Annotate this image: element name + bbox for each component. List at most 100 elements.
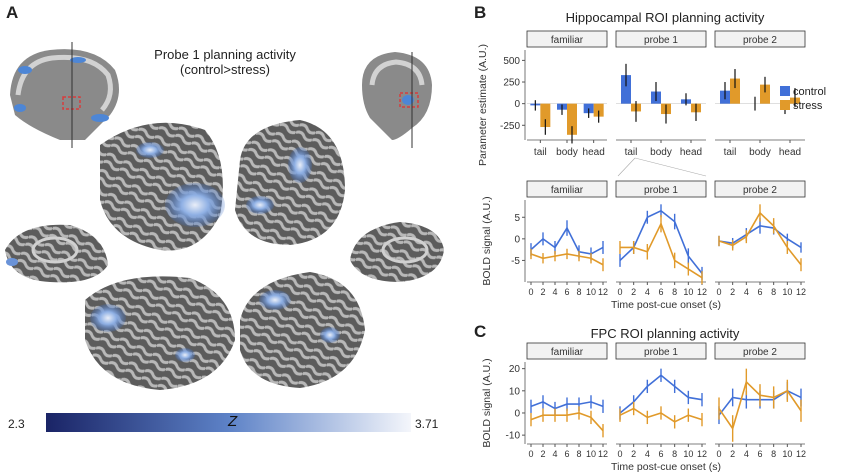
x-tick-label-0-head: head	[583, 147, 605, 158]
legend: control stress	[780, 85, 826, 113]
x-tick-label-0-body: body	[556, 147, 578, 158]
facet-label-0: familiar	[551, 35, 584, 46]
panel-a-letter: A	[6, 3, 19, 22]
facet-label-0: familiar	[551, 347, 584, 358]
facet-label-2: probe 2	[743, 347, 777, 358]
legend-item-control: control	[780, 85, 826, 99]
y-tick-label-0: -10	[506, 431, 521, 442]
x-tick-label-2-5: 10	[782, 449, 792, 459]
bar-stress-0-head	[593, 103, 604, 117]
z-colorbar	[46, 413, 411, 432]
bar-control-1-tail	[621, 75, 631, 104]
facet-label-1: probe 1	[644, 347, 678, 358]
x-tick-label-0-3: 6	[564, 287, 569, 297]
surface-right-lateral-top	[235, 120, 345, 245]
y-tick-label-1: 0	[514, 408, 520, 419]
x-tick-label-2-1: 2	[730, 287, 735, 297]
x-tick-label-1-0: 0	[617, 287, 622, 297]
hippocampal-bar-chart: familiar probe 1 probe 2 -250 0 250 500 Paramet…	[477, 30, 806, 177]
x-tick-label-0-4: 8	[576, 287, 581, 297]
facet-label-1: probe 1	[644, 35, 678, 46]
y-axis-label: BOLD signal (A.U.)	[481, 358, 493, 447]
x-tick-label-1-5: 10	[683, 287, 693, 297]
x-tick-label-2-2: 4	[744, 449, 749, 459]
y-tick-label-3: 20	[509, 364, 521, 375]
legend-label-stress: stress	[793, 100, 823, 112]
facet-label-1: probe 1	[644, 185, 678, 196]
hippocampal-bold-line-chart: familiar probe 1 probe 2 -5 0 5 BOLD signal (A…	[481, 180, 806, 311]
y-axis-label: Parameter estimate (A.U.)	[477, 44, 489, 166]
x-tick-label-2-3: 6	[757, 449, 762, 459]
x-tick-label-1-3: 6	[658, 449, 663, 459]
x-tick-label-1-6: 12	[697, 449, 707, 459]
facet-label-2: probe 2	[743, 185, 777, 196]
facet-strip-1	[615, 180, 707, 198]
x-tick-label-2-0: 0	[716, 449, 721, 459]
x-tick-label-2-6: 12	[796, 449, 806, 459]
x-tick-label-0-1: 2	[540, 449, 545, 459]
x-tick-label-2-5: 10	[782, 287, 792, 297]
x-tick-label-0-1: 2	[540, 287, 545, 297]
x-tick-label-0-6: 12	[598, 287, 608, 297]
legend-label-control: control	[793, 86, 827, 98]
x-axis-label: Time post-cue onset (s)	[611, 461, 721, 473]
x-tick-label-2-1: 2	[730, 449, 735, 459]
facet-label-2: probe 2	[743, 35, 777, 46]
x-axis-label: Time post-cue onset (s)	[611, 299, 721, 311]
facet-strip-0	[526, 30, 608, 48]
coronal-slice	[362, 52, 432, 148]
x-tick-label-1-body: body	[650, 147, 672, 158]
y-tick-label-0: -5	[511, 256, 520, 267]
facet-strip-2	[714, 342, 806, 360]
y-tick-label-1: 0	[514, 99, 520, 110]
x-tick-label-2-4: 8	[771, 287, 776, 297]
x-tick-label-0-4: 8	[576, 449, 581, 459]
y-tick-label-3: 500	[503, 56, 520, 67]
colorbar-symbol: Z	[228, 413, 238, 430]
surface-left-medial	[5, 224, 108, 283]
facet-label-0: familiar	[551, 185, 584, 196]
bar-stress-2-tail	[730, 78, 740, 104]
x-tick-label-2-2: 4	[744, 287, 749, 297]
x-tick-label-1-3: 6	[658, 287, 663, 297]
x-tick-label-1-2: 4	[645, 449, 650, 459]
x-tick-label-2-0: 0	[716, 287, 721, 297]
x-tick-label-2-head: head	[779, 147, 801, 158]
x-tick-label-1-1: 2	[631, 287, 636, 297]
x-tick-label-0-6: 12	[598, 449, 608, 459]
bar-stress-0-body	[567, 103, 577, 135]
x-tick-label-1-6: 12	[697, 287, 707, 297]
surface-left-lateral-bottom	[85, 276, 235, 390]
x-tick-label-1-2: 4	[645, 287, 650, 297]
x-tick-label-1-4: 8	[672, 287, 677, 297]
y-tick-label-2: 10	[509, 386, 521, 397]
x-tick-label-1-1: 2	[631, 449, 636, 459]
y-tick-label-2: 250	[503, 78, 520, 89]
x-tick-label-1-tail: tail	[625, 147, 638, 158]
panel-a-title-line1: Probe 1 planning activity	[154, 47, 296, 62]
x-tick-label-1-4: 8	[672, 449, 677, 459]
x-tick-label-0-3: 6	[564, 449, 569, 459]
colorbar-min-label: 2.3	[8, 417, 25, 431]
x-tick-label-2-tail: tail	[724, 147, 737, 158]
facet-strip-0	[526, 180, 608, 198]
x-tick-label-0-2: 4	[552, 449, 557, 459]
facet-strip-2	[714, 30, 806, 48]
surface-left-lateral-top	[100, 122, 225, 251]
x-tick-label-2-6: 12	[796, 287, 806, 297]
bar-stress-2-body	[760, 84, 770, 104]
y-axis-label: BOLD signal (A.U.)	[481, 196, 493, 285]
x-tick-label-0-5: 10	[586, 287, 596, 297]
x-tick-label-0-0: 0	[528, 449, 533, 459]
sagittal-slice	[10, 42, 119, 148]
x-tick-label-1-5: 10	[683, 449, 693, 459]
zoom-connector-left	[617, 157, 636, 177]
y-tick-label-0: -250	[500, 121, 520, 132]
x-tick-label-0-5: 10	[586, 449, 596, 459]
surface-right-medial	[350, 222, 444, 282]
x-tick-label-0-2: 4	[552, 287, 557, 297]
legend-swatch-control	[780, 86, 790, 96]
facet-strip-0	[526, 342, 608, 360]
panel-a-title-line2: (control>stress)	[180, 62, 270, 77]
